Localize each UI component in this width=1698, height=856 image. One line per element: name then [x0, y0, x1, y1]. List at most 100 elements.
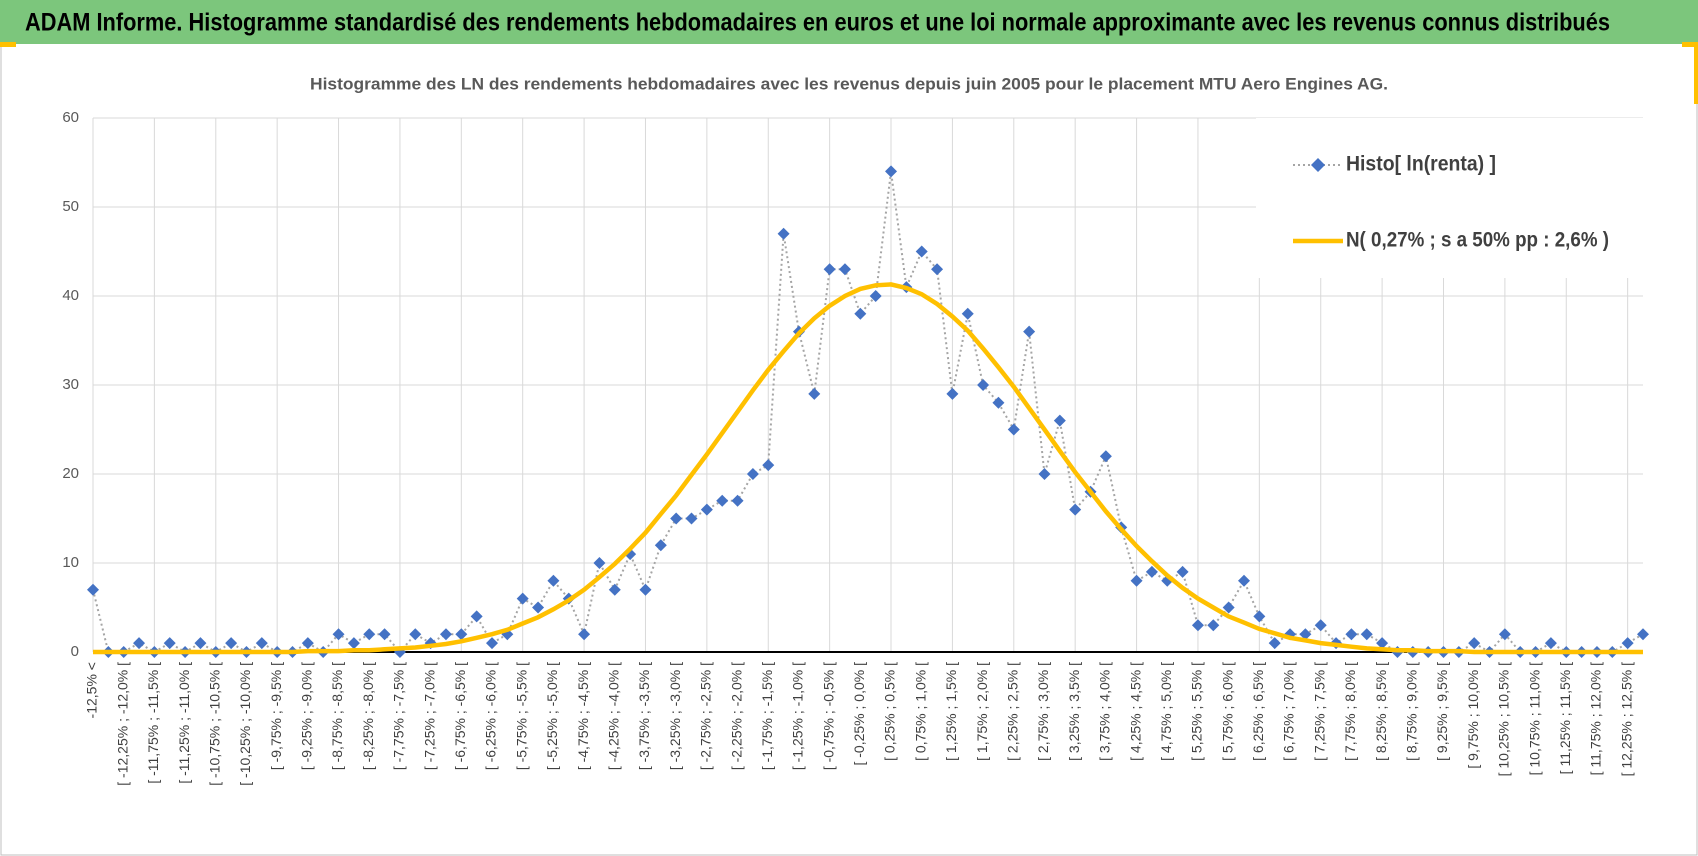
legend-label: Histo[ ln(renta) ]: [1346, 153, 1496, 176]
x-tick-label: -12,5% <: [84, 662, 100, 718]
diamond-marker: [808, 387, 821, 400]
diamond-marker: [915, 245, 928, 258]
diamond-marker: [163, 637, 176, 650]
x-tick-label: [ 7,25% ; 7,5% [: [1311, 662, 1327, 761]
diamond-marker: [133, 637, 146, 650]
diamond-marker: [255, 637, 268, 650]
x-tick-label: [ -1,75% ; -1,5% [: [759, 662, 775, 770]
x-tick-label: [ 4,25% ; 4,5% [: [1127, 662, 1143, 761]
diamond-marker: [194, 637, 207, 650]
diamond-marker: [1253, 610, 1266, 623]
y-tick-label: 60: [62, 109, 79, 126]
x-tick-label: [ -2,25% ; -2,0% [: [728, 662, 744, 770]
x-tick-label: [ -3,25% ; -3,0% [: [667, 662, 683, 770]
x-tick-label: [ -7,25% ; -7,0% [: [421, 662, 437, 770]
diamond-marker: [378, 628, 391, 641]
x-tick-label: [ 6,75% ; 7,0% [: [1281, 662, 1297, 761]
corner: [1694, 44, 1698, 104]
x-tick-label: [ 9,75% ; 10,0% [: [1465, 662, 1481, 769]
diamond-marker: [823, 263, 836, 276]
legend-marker: [1311, 158, 1325, 172]
diamond-marker: [716, 494, 729, 507]
diamond-marker: [946, 387, 959, 400]
diamond-marker: [869, 290, 882, 302]
diamond-marker: [608, 583, 621, 596]
diamond-marker: [455, 628, 468, 641]
y-tick-label: 30: [62, 376, 79, 393]
x-tick-label: [ -5,25% ; -5,0% [: [544, 662, 560, 770]
x-tick-label: [ -6,75% ; -6,5% [: [452, 662, 468, 770]
diamond-marker: [532, 601, 545, 614]
diamond-marker: [1498, 628, 1511, 641]
diamond-marker: [470, 610, 483, 623]
x-tick-label: [ 1,25% ; 1,5% [: [943, 662, 959, 761]
x-tick-label: [ -0,25% ; 0,0% [: [851, 662, 867, 766]
x-tick-label: [ 8,25% ; 8,5% [: [1373, 662, 1389, 761]
legend-box: [1256, 118, 1690, 278]
diamond-marker: [439, 628, 452, 641]
diamond-marker: [547, 574, 560, 587]
diamond-marker: [854, 307, 867, 320]
page-title: ADAM Informe. Histogramme standardisé de…: [25, 9, 1610, 37]
diamond-marker: [992, 396, 1005, 409]
x-tick-label: [ 7,75% ; 8,0% [: [1342, 662, 1358, 761]
diamond-marker: [639, 583, 652, 596]
x-tick-label: [ 10,25% ; 10,5% [: [1496, 662, 1512, 777]
diamond-marker: [1007, 423, 1020, 436]
diamond-marker: [654, 539, 667, 552]
x-tick-label: [ 9,25% ; 9,5% [: [1434, 662, 1450, 761]
x-tick-label: [ 5,25% ; 5,5% [: [1189, 662, 1205, 761]
diamond-marker: [885, 165, 898, 178]
x-tick-label: [ 6,25% ; 6,5% [: [1250, 662, 1266, 761]
x-tick-label: [ -11,25% ; -11,0% [: [176, 662, 192, 784]
x-tick-label: [ 2,75% ; 3,0% [: [1035, 662, 1051, 761]
diamond-marker: [332, 628, 345, 641]
y-tick-label: 50: [62, 198, 79, 215]
diamond-marker: [1360, 628, 1373, 641]
diamond-marker: [1069, 503, 1082, 516]
diamond-marker: [1222, 601, 1235, 614]
x-tick-label: [ -3,75% ; -3,5% [: [636, 662, 652, 770]
x-tick-label: [ -9,75% ; -9,5% [: [268, 662, 284, 770]
diamond-marker: [1376, 637, 1389, 650]
diamond-marker: [670, 512, 683, 525]
x-tick-label: [ 0,25% ; 0,5% [: [882, 662, 898, 761]
diamond-marker: [1053, 414, 1066, 427]
diamond-marker: [977, 379, 990, 391]
y-tick-label: 10: [62, 554, 79, 571]
diamond-marker: [347, 637, 360, 650]
diamond-marker: [87, 583, 99, 596]
diamond-marker: [731, 494, 744, 507]
normal-curve: [93, 282, 1643, 655]
diamond-marker: [363, 628, 376, 641]
diamond-marker: [762, 459, 775, 472]
x-tick-label: [ -9,25% ; -9,0% [: [299, 662, 315, 770]
x-tick-label: [ 4,75% ; 5,0% [: [1158, 662, 1174, 761]
x-tick-label: [ -1,25% ; -1,0% [: [790, 662, 806, 770]
diamond-marker: [1207, 619, 1220, 632]
x-tick-label: [ 11,75% ; 12,0% [: [1588, 662, 1604, 775]
x-tick-label: [ -12,25% ; -12,0% [: [114, 662, 130, 786]
diamond-marker: [961, 307, 974, 320]
header-bar: [0, 0, 1698, 44]
diamond-marker: [1621, 637, 1634, 650]
x-tick-label: [ 8,75% ; 9,0% [: [1404, 662, 1420, 761]
x-tick-label: [ -7,75% ; -7,5% [: [391, 662, 407, 770]
diamond-marker: [1023, 325, 1036, 338]
diamond-marker: [1038, 468, 1051, 480]
x-tick-label: [ 3,25% ; 3,5% [: [1066, 662, 1082, 761]
diamond-marker: [1544, 637, 1557, 650]
chart-title: Histogramme des LN des rendements hebdom…: [310, 74, 1388, 93]
x-tick-label: [ -4,25% ; -4,0% [: [605, 662, 621, 770]
diamond-marker: [1637, 628, 1649, 641]
x-tick-label: [ 0,75% ; 1,0% [: [912, 662, 928, 761]
diamond-marker: [838, 263, 851, 276]
diamond-marker: [1176, 565, 1189, 578]
x-tick-label: [ -0,75% ; -0,5% [: [820, 662, 836, 770]
x-tick-label: [ -8,25% ; -8,0% [: [360, 662, 376, 770]
x-tick-label: [ -5,75% ; -5,5% [: [513, 662, 529, 770]
diamond-marker: [1345, 628, 1358, 641]
legend-label: N( 0,27% ; s a 50% pp : 2,6% ): [1346, 229, 1609, 252]
diamond-marker: [1191, 619, 1204, 632]
